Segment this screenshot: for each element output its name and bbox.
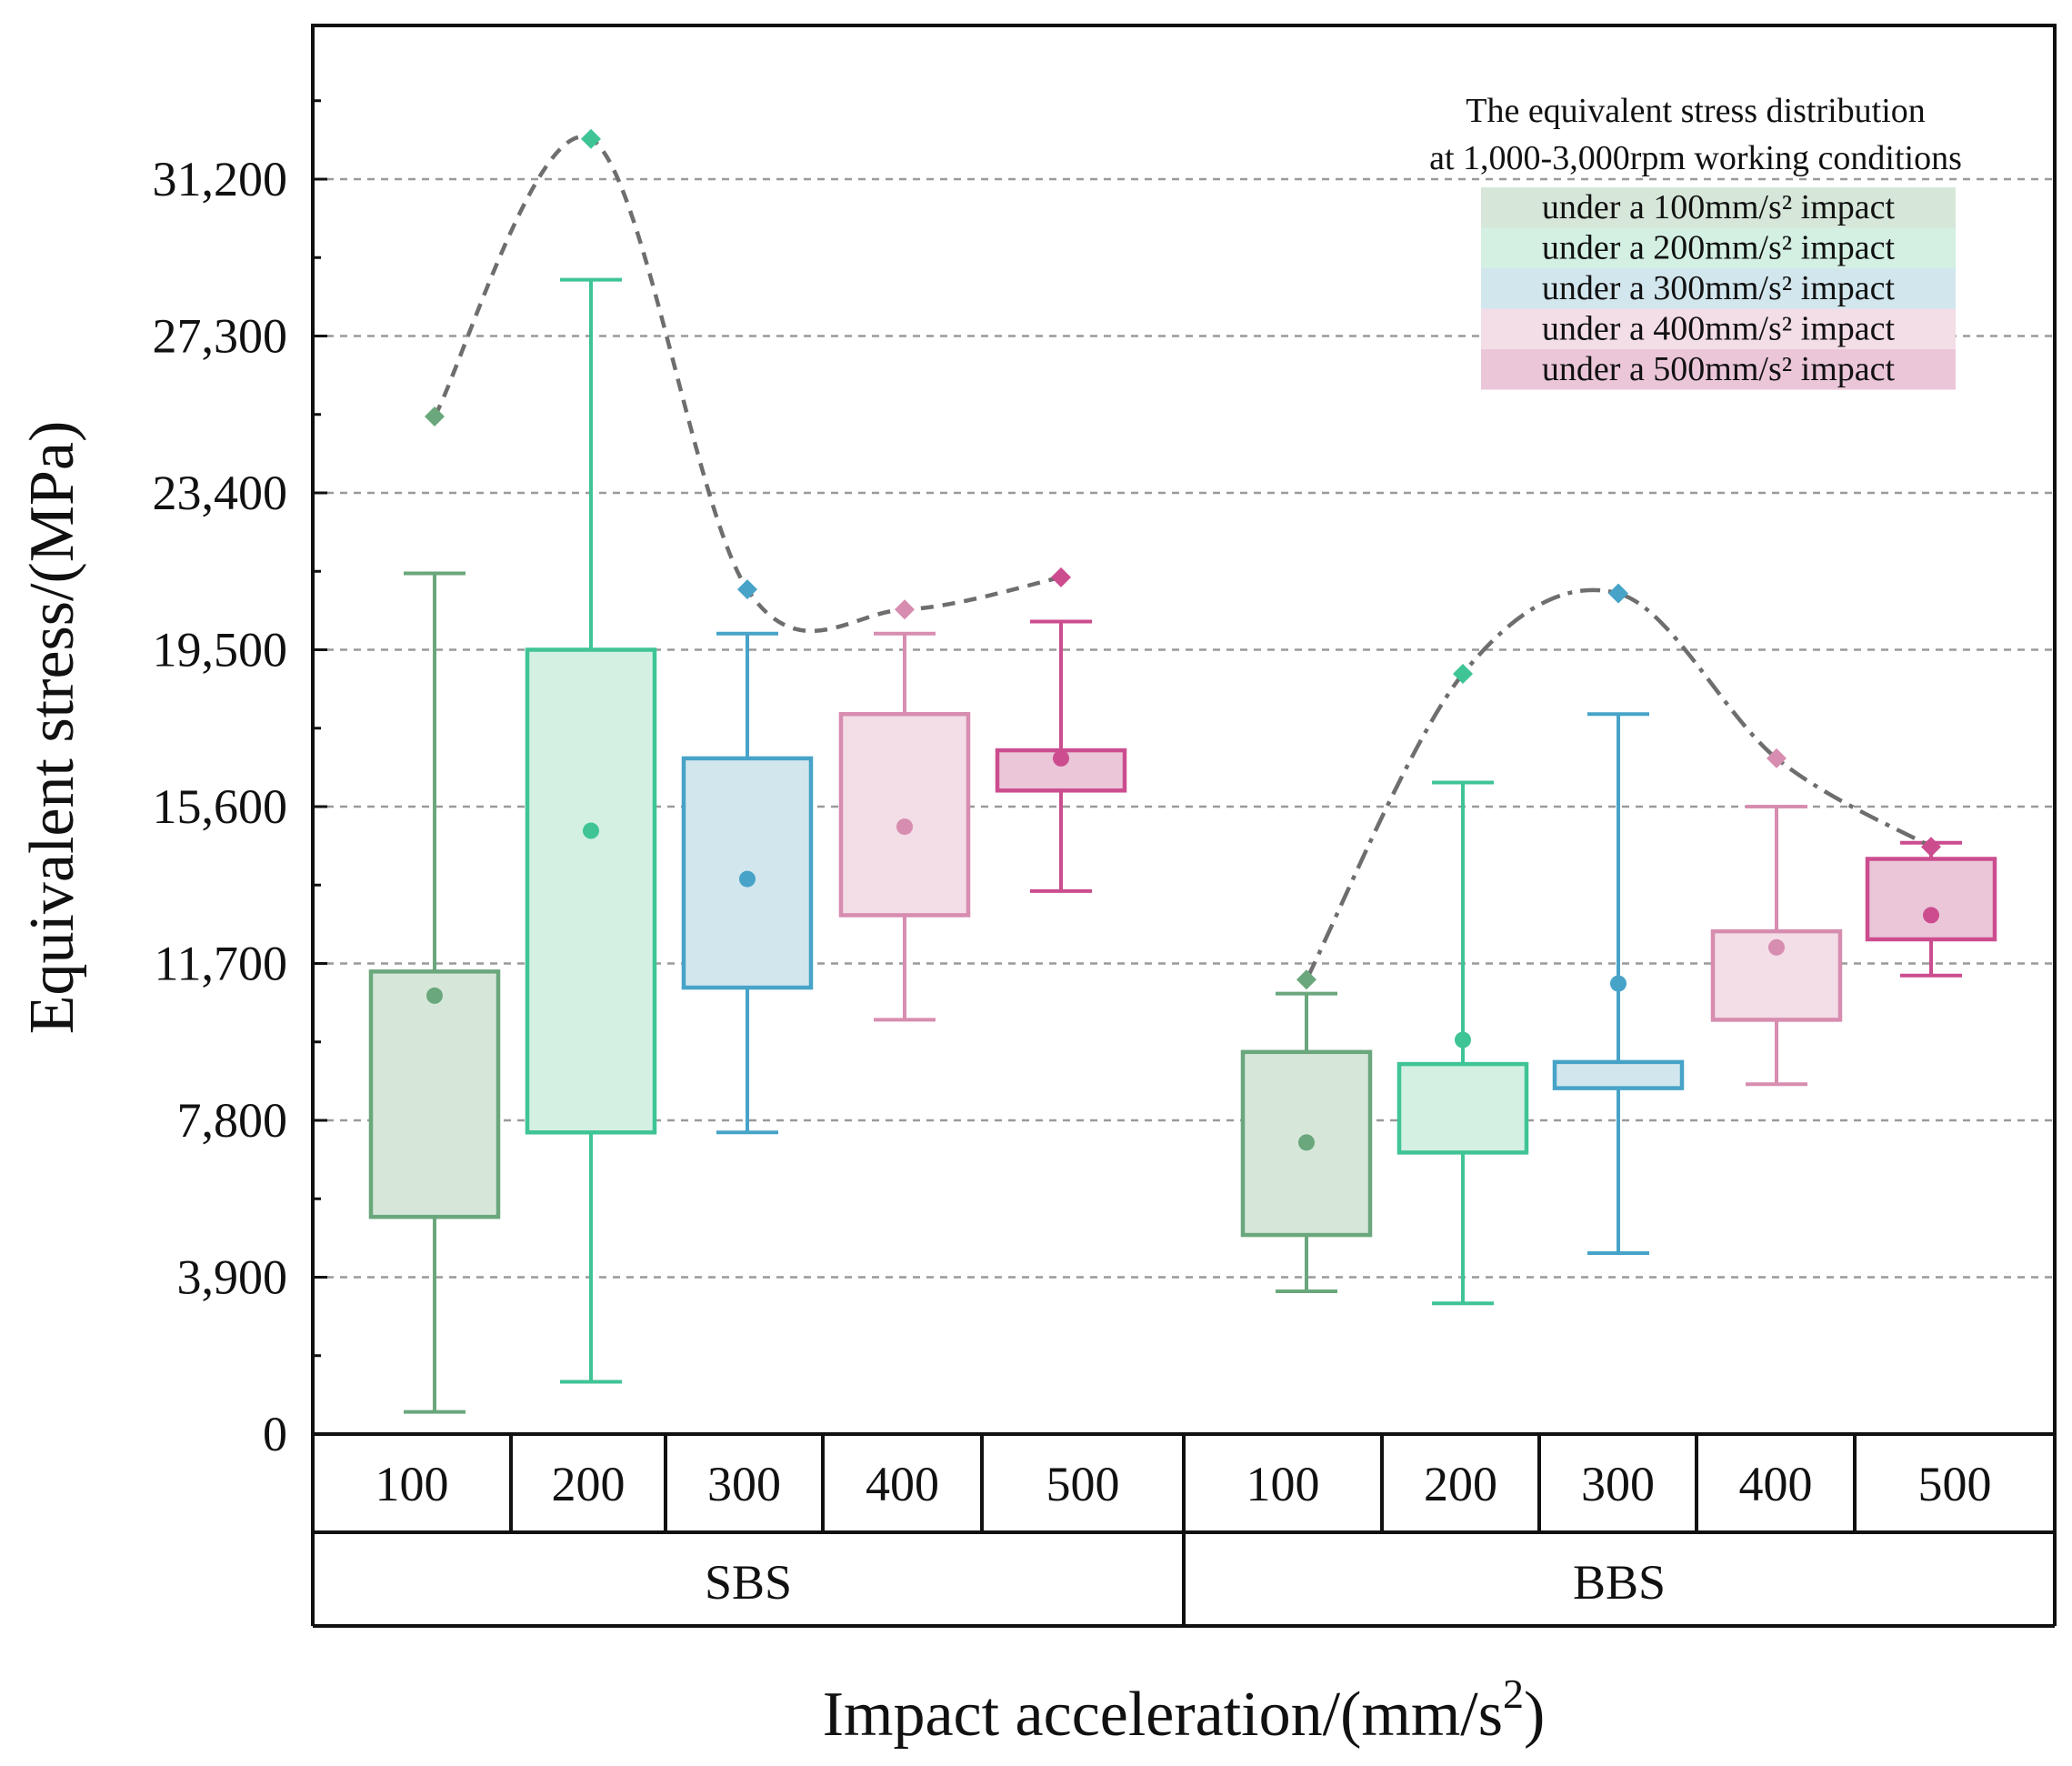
category-label: 400 [866, 1457, 939, 1511]
y-tick-label: 11,700 [155, 937, 288, 991]
legend-swatch [1481, 308, 1956, 349]
box-body [1396, 1061, 1529, 1155]
group-labels: SBS BBS [705, 1555, 1666, 1610]
box-bbs-500 [1865, 840, 1997, 978]
max-marker [1296, 969, 1316, 990]
max-marker [1453, 664, 1473, 685]
box-bbs-200 [1396, 780, 1529, 1306]
box-body [368, 969, 501, 1219]
y-tick-label: 7,800 [177, 1093, 288, 1148]
category-label: 300 [1581, 1457, 1655, 1511]
y-tick-label: 0 [263, 1407, 287, 1461]
box-sbs-200 [525, 277, 657, 1384]
legend: The equivalent stress distribution at 1,… [1429, 92, 1962, 390]
mean-marker [1298, 1134, 1315, 1151]
category-label: 100 [1246, 1457, 1320, 1511]
legend-entry-label: under a 200mm/s² impact [1542, 229, 1896, 267]
legend-entry-label: under a 500mm/s² impact [1542, 350, 1896, 388]
legend-entry-label: under a 300mm/s² impact [1542, 269, 1896, 307]
x-axis-category-table: 100 200 300 400 500 100 200 300 400 500 SBS BBS [311, 1434, 2057, 1628]
y-axis-ticks: 0 3,900 7,800 11,700 15,600 19,500 23,400 27,30… [153, 99, 327, 1461]
mean-marker [1053, 749, 1069, 767]
legend-title-line2: at 1,000-3,000rpm working conditions [1429, 139, 1962, 177]
max-marker [425, 406, 445, 426]
box-sbs-500 [995, 619, 1127, 893]
x-axis-title-tail: ) [1524, 1680, 1545, 1750]
box-body [1865, 857, 1997, 942]
max-marker [1051, 567, 1071, 587]
mean-marker [426, 987, 443, 1004]
category-label: 200 [1424, 1457, 1497, 1511]
max-marker [895, 599, 915, 620]
y-axis-title: Equivalent stress/(MPa) [17, 421, 87, 1035]
mean-marker [1455, 1031, 1471, 1049]
box-sbs-100 [368, 571, 501, 1414]
x-axis-title: Impact acceleration/(mm/s2) [823, 1671, 1546, 1750]
y-tick-label: 23,400 [153, 466, 288, 520]
category-label: 500 [1918, 1457, 1992, 1511]
mean-marker [1923, 907, 1939, 924]
max-trend-lines [433, 135, 1933, 981]
max-trend-line-sbs [433, 135, 1062, 633]
max-marker [737, 579, 757, 600]
data-markers [425, 128, 1941, 1151]
y-tick-label: 31,200 [153, 152, 288, 206]
mean-marker [739, 870, 756, 888]
max-marker [581, 128, 601, 149]
x-axis-title-sup: 2 [1503, 1671, 1524, 1717]
box-sbs-400 [838, 631, 971, 1022]
group-label: SBS [705, 1555, 792, 1610]
category-label: 500 [1046, 1457, 1120, 1511]
category-label: 100 [375, 1457, 449, 1511]
x-axis-title-main: Impact acceleration/(mm/s [823, 1680, 1503, 1750]
box-body [995, 748, 1127, 793]
y-tick-label: 3,900 [177, 1250, 288, 1305]
group-label: BBS [1573, 1555, 1666, 1610]
box-bbs-300 [1552, 712, 1685, 1255]
box-body [1552, 1059, 1685, 1090]
legend-swatch [1481, 187, 1956, 228]
legend-title-line1: The equivalent stress distribution [1466, 92, 1926, 130]
y-tick-label: 27,300 [153, 309, 288, 364]
category-label: 400 [1739, 1457, 1813, 1511]
mean-marker [1610, 975, 1627, 992]
mean-marker [1768, 938, 1785, 956]
category-label: 200 [552, 1457, 626, 1511]
box-body [525, 647, 657, 1135]
legend-swatch [1481, 227, 1956, 268]
legend-entry-label: under a 100mm/s² impact [1542, 188, 1896, 226]
max-marker [1608, 583, 1628, 604]
mean-marker [583, 822, 599, 839]
max-marker [1767, 748, 1787, 768]
category-labels: 100 200 300 400 500 100 200 300 400 500 [375, 1434, 1992, 1532]
category-label: 300 [707, 1457, 781, 1511]
box-body [838, 712, 971, 918]
legend-swatch [1481, 349, 1956, 390]
max-trend-line-bbs [1304, 587, 1933, 981]
mean-marker [896, 818, 913, 836]
max-marker [1921, 837, 1941, 858]
y-tick-label: 19,500 [153, 623, 288, 677]
legend-swatch [1481, 268, 1956, 309]
legend-entry-label: under a 400mm/s² impact [1542, 310, 1896, 348]
y-tick-label: 15,600 [153, 779, 288, 834]
box-series [368, 277, 1997, 1414]
